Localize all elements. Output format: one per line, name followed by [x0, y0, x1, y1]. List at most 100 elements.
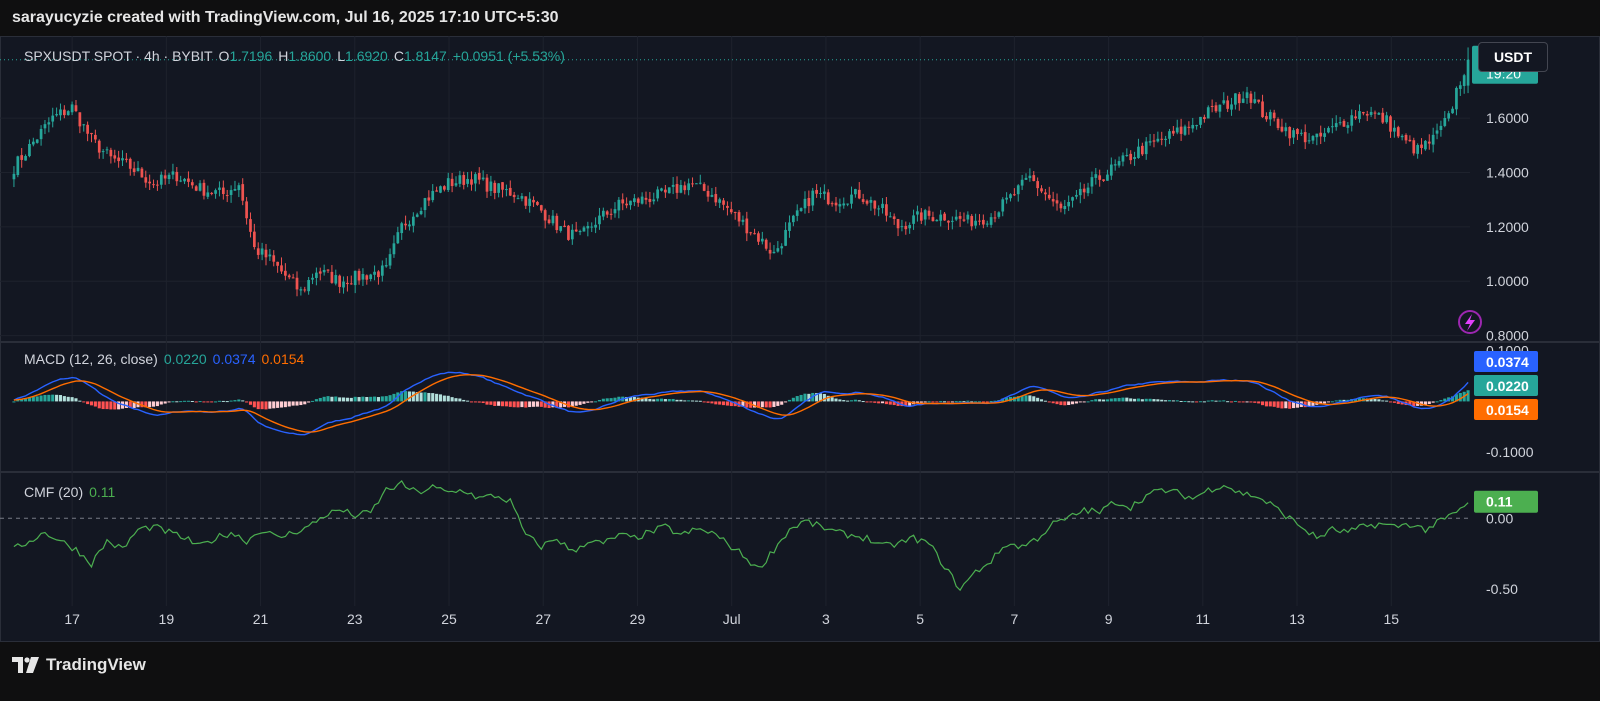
- macd-histogram-bar: [594, 401, 598, 403]
- candle-body: [1036, 181, 1039, 189]
- change-value: +0.0951 (+5.53%): [452, 48, 565, 64]
- candle-body: [1222, 100, 1226, 104]
- candle-body: [970, 215, 974, 227]
- candle-body: [264, 249, 268, 258]
- candle-body: [613, 209, 617, 214]
- x-tick-label: 3: [822, 611, 830, 627]
- macd-histogram-bar: [493, 401, 497, 406]
- macd-histogram-bar: [27, 397, 32, 402]
- macd-histogram-bar: [78, 400, 82, 402]
- candle-body: [567, 225, 570, 240]
- macd-histogram-bar: [225, 401, 229, 403]
- candle-body: [485, 177, 489, 192]
- candle-body: [1164, 138, 1167, 140]
- macd-histogram-bar: [462, 399, 466, 402]
- candle-body: [125, 158, 128, 160]
- candle-body: [1439, 125, 1443, 130]
- candle-body: [431, 190, 435, 201]
- candle-body: [1338, 122, 1342, 124]
- candle-body: [799, 208, 803, 212]
- macd-histogram-bar: [404, 391, 408, 402]
- candle-body: [171, 171, 175, 175]
- candle-body: [609, 213, 613, 215]
- x-tick-label: 15: [1383, 611, 1399, 627]
- candle-body: [1094, 174, 1098, 178]
- candle-body: [939, 214, 943, 221]
- candle-body: [396, 232, 400, 244]
- candle-body: [35, 139, 39, 143]
- macd-histogram-bar: [597, 399, 602, 402]
- macd-histogram-bar: [892, 401, 896, 406]
- candle-body: [423, 198, 427, 211]
- candle-body: [1067, 201, 1071, 207]
- macd-histogram-bar: [1303, 401, 1307, 408]
- candle-body: [229, 190, 233, 195]
- macd-histogram-bar: [764, 401, 768, 408]
- candle-body: [896, 219, 900, 229]
- footer-brand-label: TradingView: [46, 655, 146, 674]
- candle-body: [807, 197, 811, 207]
- macd-histogram-bar: [117, 401, 121, 410]
- candle-body: [547, 219, 551, 224]
- candle-body: [1172, 130, 1175, 134]
- candle-body: [1140, 145, 1144, 155]
- cmf-value: 0.11: [89, 484, 116, 500]
- macd-histogram-bar: [1206, 400, 1210, 402]
- macd-histogram-bar: [904, 401, 908, 407]
- macd-histogram-bar: [900, 401, 904, 407]
- candle-body: [1408, 139, 1412, 142]
- candle-body: [70, 104, 74, 113]
- macd-histogram-bar: [834, 398, 838, 402]
- macd-histogram-bar: [873, 401, 877, 403]
- macd-histogram-bar: [1136, 398, 1141, 402]
- macd-histogram-bar: [531, 401, 536, 407]
- macd-histogram-bar: [357, 397, 361, 402]
- time-axis: 17 19 21 23 25 27 29 Jul 3 5 7 9 11 13 15: [64, 611, 1399, 627]
- macd-histogram-bar: [175, 401, 179, 403]
- macd-histogram-bar: [970, 401, 974, 403]
- candle-body: [1175, 127, 1179, 133]
- low-value: 1.6920: [345, 48, 388, 64]
- candle-body: [388, 254, 392, 266]
- macd-histogram-bar: [450, 397, 454, 402]
- macd-histogram-bar: [1148, 398, 1152, 402]
- macd-histogram-bar: [97, 401, 101, 409]
- candle-body: [985, 223, 989, 225]
- candle-body: [210, 192, 214, 194]
- macd-histogram-bar: [640, 397, 644, 402]
- chart-canvas[interactable]: 0.8000 1.0000 1.2000 1.4000 1.6000 -0.1000 0.1…: [0, 36, 1600, 642]
- candle-body: [1203, 117, 1206, 120]
- candle-body: [318, 271, 322, 274]
- macd-histogram-bar: [283, 401, 287, 408]
- macd-histogram-bar: [632, 397, 636, 402]
- macd-histogram-bar: [1102, 399, 1106, 402]
- macd-histogram-bar: [1001, 398, 1005, 402]
- candle-body: [1381, 112, 1385, 123]
- candle-body: [1059, 203, 1063, 209]
- candle-body: [621, 199, 625, 204]
- open-value: 1.7196: [229, 48, 273, 64]
- currency-button[interactable]: USDT: [1478, 42, 1548, 72]
- candle-body: [361, 273, 365, 280]
- candle-body: [877, 208, 881, 210]
- macd-histogram-bar: [1109, 398, 1113, 402]
- candle-body: [1431, 134, 1435, 145]
- macd-histogram-bar: [733, 401, 737, 407]
- macd-histogram-bar: [1323, 401, 1327, 404]
- macd-histogram-bar: [140, 401, 144, 408]
- candle-body: [733, 211, 737, 213]
- candle-body: [1195, 125, 1198, 127]
- macd-histogram-bar: [1288, 401, 1292, 409]
- macd-histogram-bar: [1373, 398, 1377, 402]
- macd-histogram-bar: [690, 400, 695, 402]
- candle-body: [260, 248, 264, 255]
- candle-body: [1218, 104, 1222, 112]
- footer-brand[interactable]: TradingView: [12, 654, 146, 676]
- candle-body: [737, 212, 741, 222]
- candle-body: [885, 204, 888, 216]
- macd-signal-tag-text: 0.0154: [1486, 402, 1529, 418]
- macd-histogram-bar: [1257, 401, 1261, 404]
- macd-histogram-bar: [148, 401, 152, 408]
- macd-histogram-bar: [435, 393, 439, 402]
- low-label: L: [337, 48, 346, 64]
